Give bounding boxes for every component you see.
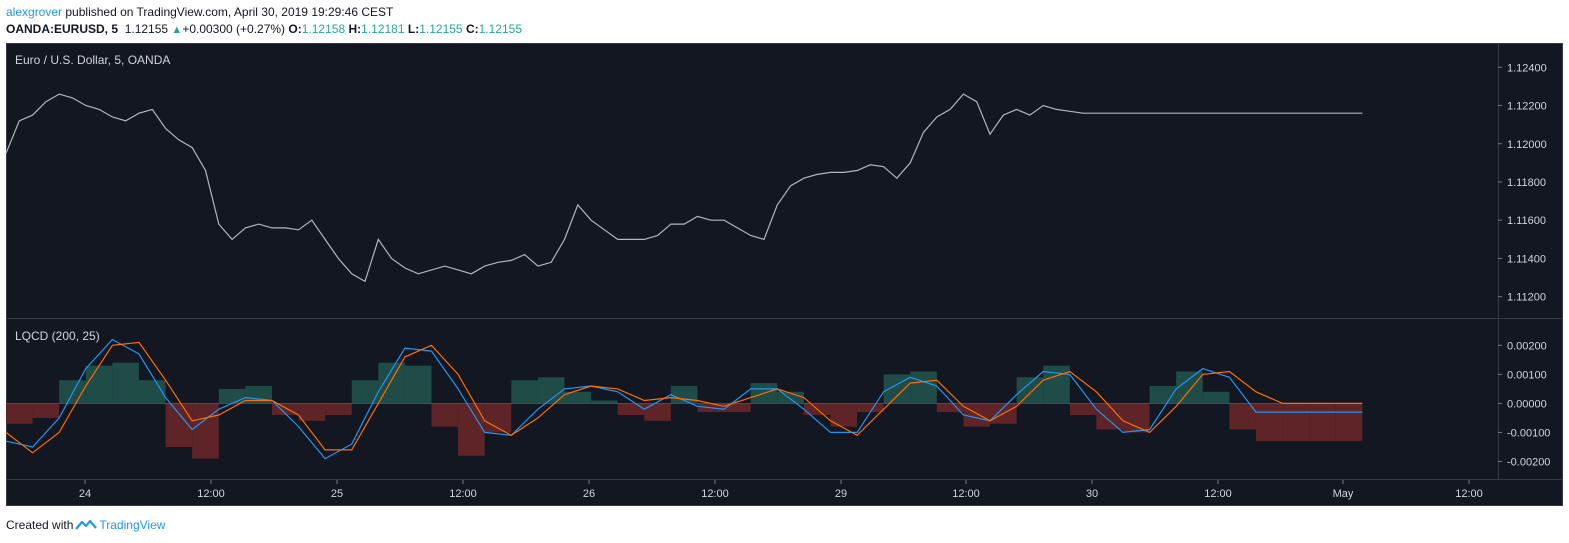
histogram-bar-positive [1176,371,1203,404]
x-tick-label: 12:00 [1204,488,1232,500]
histogram-bar-positive [1016,377,1044,404]
last-price: 1.12155 [124,22,169,36]
histogram-bar-positive [883,374,911,404]
price-series-layer [5,93,1363,283]
x-tick-label: 12:00 [701,488,729,500]
histogram-bar-positive [511,380,538,404]
x-tick-label: 24 [79,488,91,500]
x-tick-label: 29 [835,488,847,500]
histogram-bar-negative [1335,403,1363,442]
price-y-tick-label: 1.11200 [1507,292,1546,304]
histogram-bar-positive [1202,391,1230,404]
slow-line [5,341,1363,454]
price-change: +0.00300 (+0.27%) [182,22,286,36]
histogram-bar-negative [32,403,60,418]
histogram-bar-negative [1255,403,1283,442]
indicator-y-tick-label: -0.00100 [1507,427,1550,439]
histogram-bar-negative [1123,403,1150,433]
histogram-bar-negative [724,403,751,413]
price-pane-title: Euro / U.S. Dollar, 5, OANDA [15,53,170,67]
indicator-layer [5,338,1363,460]
price-y-tick-label: 1.12200 [1507,101,1547,113]
histogram-bar-positive [910,371,937,404]
histogram-bar-positive [591,400,618,404]
histogram-bar-positive [351,380,379,404]
tradingview-logo-icon [75,519,98,534]
author-link[interactable]: alexgrover [6,5,63,19]
close-label: C: [465,22,479,36]
symbol-info: OANDA:EURUSD, 5 1.12155 ▲+0.00300 (+0.27… [6,22,522,36]
created-with-text: Created with [6,518,74,532]
histogram-bar-positive [1043,365,1070,404]
indicator-y-tick-label: 0.00000 [1507,398,1547,410]
x-tick-label: 26 [583,488,595,500]
high-value: 1.12181 [361,22,405,36]
publish-info: alexgrover published on TradingView.com,… [6,5,393,19]
price-y-tick-label: 1.11800 [1507,177,1546,189]
indicator-y-tick-label: 0.00200 [1507,340,1547,352]
histogram-bar-positive [777,391,804,404]
x-tick-label: 30 [1086,488,1098,500]
histogram-bar-positive [245,385,272,404]
histogram-bar-negative [857,403,884,413]
x-tick-label: 25 [331,488,343,500]
fast-line [5,338,1363,460]
price-line [5,93,1363,283]
histogram-bar-negative [617,403,645,416]
histogram-bar-negative [963,403,991,427]
x-tick-label: 12:00 [449,488,477,500]
histogram-bar-positive [85,365,113,404]
up-arrow-icon: ▲ [171,24,183,36]
open-label: O: [288,22,302,36]
open-value: 1.12158 [301,22,346,36]
histogram-bar-negative [165,403,193,447]
published-text: published on TradingView.com, April 30, … [65,5,394,19]
histogram-bar-positive [218,388,246,404]
price-y-tick-label: 1.12000 [1507,139,1547,151]
histogram-bar-negative [644,403,671,421]
histogram-bar-negative [1282,403,1310,442]
symbol-label: OANDA:EURUSD, 5 [6,22,119,36]
histogram-bar-negative [325,403,352,416]
x-tick-label: 12:00 [1455,488,1483,500]
price-y-tick-label: 1.11400 [1507,253,1546,265]
x-tick-label: May [1333,488,1354,500]
histogram-bar-negative [1309,403,1336,442]
high-label: H: [348,22,362,36]
price-y-tick-label: 1.11600 [1507,215,1546,227]
histogram-bar-negative [431,403,459,427]
low-label: L: [407,22,420,36]
tradingview-link[interactable]: TradingView [99,518,166,532]
indicator-pane-title: LQCD (200, 25) [15,329,100,343]
histogram-bar-negative [6,403,33,424]
x-tick-label: 12:00 [197,488,225,500]
histogram-bar-negative [936,403,964,413]
x-tick-label: 12:00 [952,488,980,500]
price-y-tick-label: 1.12400 [1507,62,1547,74]
histogram-bar-negative [271,403,299,416]
histogram-bar-negative [298,403,326,421]
histogram-bar-positive [670,385,698,404]
close-value: 1.12155 [478,22,523,36]
footer: Created with TradingView [6,518,165,534]
price-pane[interactable] [6,43,1498,318]
histogram-bar-positive [112,362,139,404]
chart-border [6,43,1563,506]
histogram-bar-positive [564,391,592,404]
axis-layer: 1.12400 1.12200 1.12000 1.11800 1.11600 1.114… [79,62,1551,500]
histogram-bar-positive [404,365,432,404]
histogram-bar-negative [1069,403,1097,416]
low-value: 1.12155 [419,22,463,36]
indicator-y-tick-label: -0.00200 [1507,456,1550,468]
histogram-bar-negative [1229,403,1256,430]
histogram-bar-negative [830,403,858,427]
indicator-y-tick-label: 0.00100 [1507,369,1547,381]
